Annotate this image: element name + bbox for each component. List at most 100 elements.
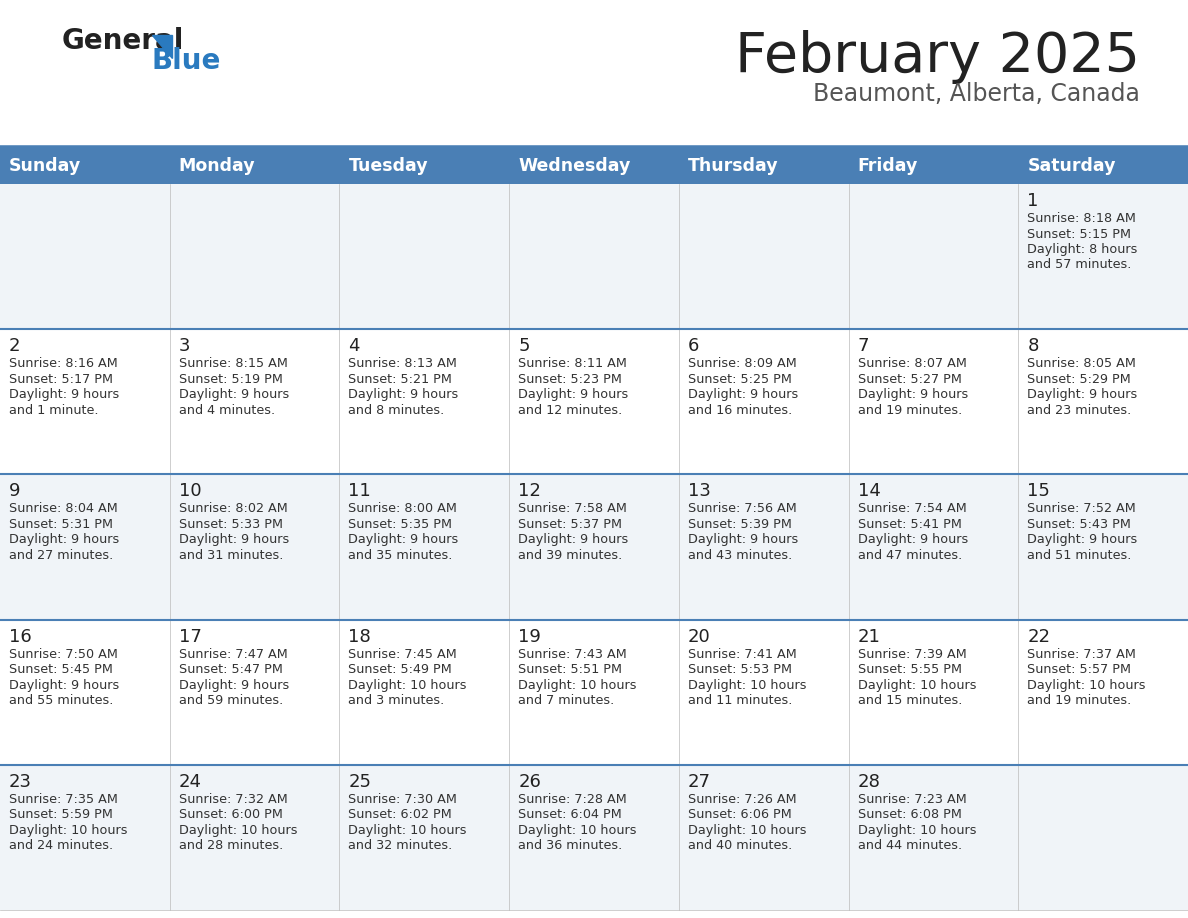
Text: and 19 minutes.: and 19 minutes. (858, 404, 962, 417)
Text: Daylight: 10 hours: Daylight: 10 hours (518, 678, 637, 691)
Text: Sunrise: 7:32 AM: Sunrise: 7:32 AM (178, 793, 287, 806)
Bar (170, 148, 340, 184)
Text: and 19 minutes.: and 19 minutes. (1028, 694, 1131, 707)
Text: 5: 5 (518, 337, 530, 355)
Text: 6: 6 (688, 337, 700, 355)
Text: Sunset: 5:51 PM: Sunset: 5:51 PM (518, 663, 623, 676)
Text: and 36 minutes.: and 36 minutes. (518, 839, 623, 852)
Text: Sunset: 5:29 PM: Sunset: 5:29 PM (1028, 373, 1131, 386)
Text: Sunrise: 7:30 AM: Sunrise: 7:30 AM (348, 793, 457, 806)
Text: Sunrise: 8:02 AM: Sunrise: 8:02 AM (178, 502, 287, 515)
Text: Daylight: 9 hours: Daylight: 9 hours (858, 388, 968, 401)
Bar (0, 184, 1188, 330)
Text: Daylight: 10 hours: Daylight: 10 hours (688, 678, 807, 691)
Bar (0, 330, 1188, 475)
Text: and 23 minutes.: and 23 minutes. (1028, 404, 1131, 417)
Text: and 39 minutes.: and 39 minutes. (518, 549, 623, 562)
Text: and 15 minutes.: and 15 minutes. (858, 694, 962, 707)
Text: Daylight: 10 hours: Daylight: 10 hours (10, 823, 127, 837)
Text: Saturday: Saturday (1028, 157, 1116, 175)
Text: Sunrise: 7:41 AM: Sunrise: 7:41 AM (688, 647, 797, 661)
Text: Daylight: 9 hours: Daylight: 9 hours (178, 678, 289, 691)
Text: Sunset: 5:17 PM: Sunset: 5:17 PM (10, 373, 113, 386)
Text: 1: 1 (1028, 192, 1038, 210)
Text: Sunset: 5:41 PM: Sunset: 5:41 PM (858, 518, 961, 531)
Text: 8: 8 (1028, 337, 1038, 355)
Text: Sunrise: 7:45 AM: Sunrise: 7:45 AM (348, 647, 457, 661)
Text: Sunrise: 7:26 AM: Sunrise: 7:26 AM (688, 793, 796, 806)
Text: Daylight: 9 hours: Daylight: 9 hours (10, 533, 119, 546)
Text: 20: 20 (688, 628, 710, 645)
Text: and 35 minutes.: and 35 minutes. (348, 549, 453, 562)
Text: and 4 minutes.: and 4 minutes. (178, 404, 274, 417)
Text: 24: 24 (178, 773, 202, 790)
Text: Sunrise: 7:47 AM: Sunrise: 7:47 AM (178, 647, 287, 661)
Text: Daylight: 9 hours: Daylight: 9 hours (518, 388, 628, 401)
Text: and 44 minutes.: and 44 minutes. (858, 839, 962, 852)
Bar (0, 475, 1188, 620)
Text: Sunrise: 8:13 AM: Sunrise: 8:13 AM (348, 357, 457, 370)
Text: Sunset: 5:15 PM: Sunset: 5:15 PM (1028, 228, 1131, 241)
Text: Daylight: 10 hours: Daylight: 10 hours (348, 823, 467, 837)
Text: and 1 minute.: and 1 minute. (10, 404, 99, 417)
Text: and 43 minutes.: and 43 minutes. (688, 549, 792, 562)
Text: and 32 minutes.: and 32 minutes. (348, 839, 453, 852)
Text: and 7 minutes.: and 7 minutes. (518, 694, 614, 707)
Text: Sunrise: 7:54 AM: Sunrise: 7:54 AM (858, 502, 966, 515)
Text: Sunset: 6:06 PM: Sunset: 6:06 PM (688, 809, 791, 822)
Text: Sunrise: 7:28 AM: Sunrise: 7:28 AM (518, 793, 627, 806)
Text: Daylight: 9 hours: Daylight: 9 hours (178, 533, 289, 546)
Text: 16: 16 (10, 628, 32, 645)
Text: Sunset: 5:23 PM: Sunset: 5:23 PM (518, 373, 623, 386)
Text: Sunrise: 8:16 AM: Sunrise: 8:16 AM (10, 357, 118, 370)
Text: Sunrise: 7:52 AM: Sunrise: 7:52 AM (1028, 502, 1136, 515)
Text: Sunday: Sunday (10, 157, 81, 175)
Bar (0, 620, 1188, 765)
Text: 12: 12 (518, 482, 541, 500)
Text: 28: 28 (858, 773, 880, 790)
Text: Sunset: 6:00 PM: Sunset: 6:00 PM (178, 809, 283, 822)
Text: and 40 minutes.: and 40 minutes. (688, 839, 792, 852)
Text: Daylight: 10 hours: Daylight: 10 hours (1028, 678, 1145, 691)
Text: 23: 23 (10, 773, 32, 790)
Text: 9: 9 (10, 482, 20, 500)
Text: and 12 minutes.: and 12 minutes. (518, 404, 623, 417)
Text: Sunrise: 8:07 AM: Sunrise: 8:07 AM (858, 357, 967, 370)
Bar (340, 148, 510, 184)
Text: General: General (62, 27, 184, 55)
Text: 18: 18 (348, 628, 371, 645)
Text: and 11 minutes.: and 11 minutes. (688, 694, 792, 707)
Text: Daylight: 9 hours: Daylight: 9 hours (518, 533, 628, 546)
Text: Daylight: 10 hours: Daylight: 10 hours (688, 823, 807, 837)
Text: Daylight: 9 hours: Daylight: 9 hours (348, 533, 459, 546)
Text: February 2025: February 2025 (735, 30, 1140, 84)
Text: Sunset: 5:59 PM: Sunset: 5:59 PM (10, 809, 113, 822)
Text: 25: 25 (348, 773, 372, 790)
Text: 15: 15 (1028, 482, 1050, 500)
Text: Sunrise: 8:05 AM: Sunrise: 8:05 AM (1028, 357, 1136, 370)
Text: and 57 minutes.: and 57 minutes. (1028, 259, 1132, 272)
Text: 26: 26 (518, 773, 541, 790)
Text: Tuesday: Tuesday (348, 157, 428, 175)
Bar (0, 765, 1188, 910)
Text: Daylight: 9 hours: Daylight: 9 hours (348, 388, 459, 401)
Text: Sunset: 5:19 PM: Sunset: 5:19 PM (178, 373, 283, 386)
Text: Sunrise: 8:04 AM: Sunrise: 8:04 AM (10, 502, 118, 515)
Text: Sunrise: 7:58 AM: Sunrise: 7:58 AM (518, 502, 627, 515)
Text: Sunset: 5:57 PM: Sunset: 5:57 PM (1028, 663, 1131, 676)
Text: Blue: Blue (152, 47, 221, 75)
Text: and 47 minutes.: and 47 minutes. (858, 549, 962, 562)
Bar (0, 148, 170, 184)
Text: Sunset: 5:45 PM: Sunset: 5:45 PM (10, 663, 113, 676)
Text: and 24 minutes.: and 24 minutes. (10, 839, 113, 852)
Text: Sunset: 5:37 PM: Sunset: 5:37 PM (518, 518, 623, 531)
Text: and 16 minutes.: and 16 minutes. (688, 404, 792, 417)
Text: Daylight: 9 hours: Daylight: 9 hours (688, 533, 798, 546)
Text: and 27 minutes.: and 27 minutes. (10, 549, 113, 562)
Text: Sunset: 5:33 PM: Sunset: 5:33 PM (178, 518, 283, 531)
Text: 10: 10 (178, 482, 201, 500)
Text: and 51 minutes.: and 51 minutes. (1028, 549, 1132, 562)
Text: Sunset: 6:04 PM: Sunset: 6:04 PM (518, 809, 621, 822)
Text: Sunset: 6:02 PM: Sunset: 6:02 PM (348, 809, 453, 822)
Text: Sunrise: 7:35 AM: Sunrise: 7:35 AM (10, 793, 118, 806)
